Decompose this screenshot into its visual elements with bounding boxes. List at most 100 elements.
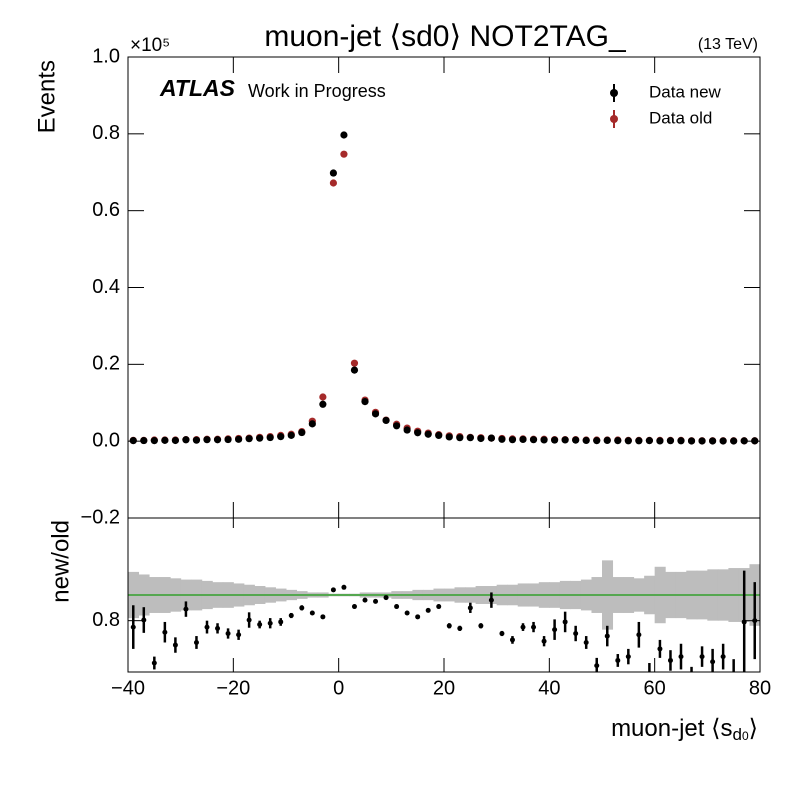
data-point — [203, 436, 211, 444]
data-point — [719, 437, 727, 445]
ratio-point — [172, 642, 178, 648]
data-point — [635, 437, 643, 445]
ratio-point — [351, 604, 357, 610]
x-tick-label: −40 — [111, 677, 145, 699]
data-point — [603, 436, 611, 444]
ratio-point — [552, 627, 558, 633]
data-point — [287, 431, 295, 439]
data-point — [140, 436, 148, 445]
data-point — [340, 150, 348, 158]
data-point — [677, 437, 685, 445]
ratio-point — [394, 604, 400, 610]
data-point — [371, 410, 380, 418]
data-point — [551, 436, 559, 444]
ratio-point — [141, 617, 147, 623]
data-point — [308, 420, 316, 428]
data-point — [150, 437, 158, 445]
data-point — [687, 437, 696, 445]
ratio-point — [541, 638, 547, 644]
ratio-point — [151, 660, 157, 666]
ratio-point — [573, 631, 579, 636]
ratio-point — [531, 624, 537, 630]
data-point — [192, 436, 201, 444]
ratio-point — [278, 619, 284, 625]
data-point — [730, 437, 738, 445]
ratio-point — [499, 631, 505, 636]
main-plot — [129, 131, 759, 445]
data-point — [182, 436, 190, 444]
y-axis-label: Events — [33, 60, 60, 133]
ratio-plot — [128, 560, 760, 677]
y-tick-label: 0.8 — [92, 122, 120, 144]
ratio-point — [731, 672, 736, 677]
ratio-point — [583, 639, 589, 645]
y-tick-label: 0.6 — [92, 199, 120, 221]
data-point — [298, 428, 306, 437]
x-tick-label: 20 — [433, 677, 455, 699]
data-point — [256, 434, 264, 442]
ratio-point — [488, 597, 494, 603]
data-point — [666, 437, 675, 445]
ratio-point — [236, 632, 242, 638]
ratio-point — [246, 617, 252, 623]
data-point — [456, 434, 464, 442]
data-point — [350, 366, 359, 374]
data-point — [171, 436, 179, 445]
ratio-point — [636, 632, 642, 638]
data-point — [487, 434, 495, 442]
ratio-point — [520, 624, 526, 630]
data-point — [572, 436, 580, 444]
ratio-point — [425, 607, 431, 613]
ratio-point — [625, 654, 631, 660]
ratio-point — [457, 625, 463, 631]
data-point — [477, 434, 485, 443]
data-point — [561, 436, 569, 444]
data-point — [656, 437, 664, 445]
ratio-point — [509, 637, 515, 643]
data-point — [319, 400, 327, 408]
ratio-point — [446, 623, 452, 629]
data-point — [382, 416, 390, 425]
ratio-point — [562, 619, 568, 625]
data-point — [593, 437, 601, 445]
legend-label: Data old — [649, 108, 712, 127]
status-label: Work in Progress — [248, 81, 386, 101]
y-tick-label: 0.0 — [92, 429, 120, 451]
x-axis-label: muon-jet ⟨sd0⟩ — [611, 715, 758, 743]
data-point — [445, 433, 453, 441]
ratio-y-axis-label: new/old — [47, 520, 74, 603]
data-point — [435, 431, 443, 440]
experiment-label: ATLAS — [159, 75, 236, 101]
ratio-point — [436, 604, 442, 610]
data-point — [529, 436, 538, 444]
data-point — [414, 429, 422, 437]
data-point — [698, 437, 706, 445]
x-tick-label: 40 — [538, 677, 560, 699]
ratio-point — [467, 605, 473, 611]
ratio-point — [257, 622, 263, 628]
y-tick-label: 0.2 — [92, 353, 120, 375]
data-point — [277, 433, 285, 441]
ratio-point — [130, 624, 136, 630]
data-point — [403, 426, 411, 434]
ratio-point — [383, 595, 389, 601]
data-point — [709, 437, 717, 445]
ratio-point — [320, 614, 326, 620]
data-point — [235, 435, 243, 443]
ratio-point — [204, 624, 210, 630]
ratio-point — [330, 587, 336, 593]
ratio-point — [478, 623, 484, 629]
ratio-point — [594, 663, 600, 669]
data-point — [329, 179, 337, 187]
energy-label: (13 TeV) — [698, 36, 758, 53]
ratio-point — [162, 629, 168, 635]
x-tick-label: 80 — [749, 677, 771, 699]
x-label-sub: d — [732, 725, 741, 744]
ratio-point — [341, 584, 347, 590]
x-tick-label: −20 — [216, 677, 250, 699]
ratio-point — [678, 654, 684, 660]
data-point — [213, 436, 222, 444]
x-label-close: ⟩ — [749, 715, 758, 742]
x-label-subsub: 0 — [742, 729, 749, 743]
